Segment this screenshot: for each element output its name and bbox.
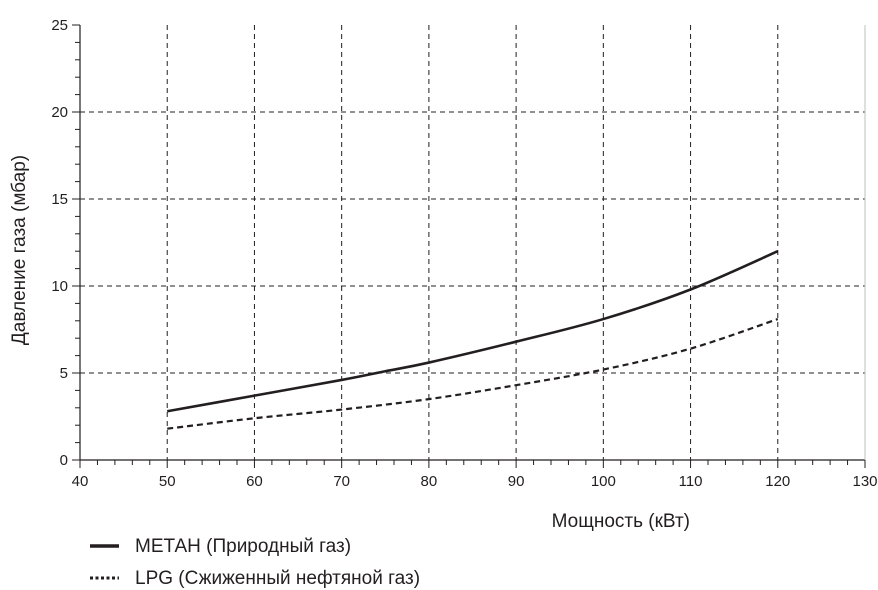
legend-label-methane: МЕТАН (Природный газ) — [135, 536, 351, 557]
x-tick-label: 120 — [765, 473, 790, 490]
y-tick-label: 25 — [51, 17, 68, 34]
x-tick-label: 130 — [852, 473, 877, 490]
series-line-methane — [166, 250, 779, 413]
x-tick-label: 50 — [159, 473, 176, 490]
y-axis-title: Давление газа (мбар) — [9, 155, 30, 345]
series-line-lpg — [167, 318, 779, 430]
x-tick-label: 70 — [333, 473, 350, 490]
x-tick-label: 110 — [679, 473, 703, 490]
grid-lines — [80, 25, 865, 460]
y-tick-label: 15 — [51, 191, 68, 208]
axes — [79, 25, 866, 461]
series-lines — [166, 250, 779, 430]
x-axis-title: Мощность (кВт) — [552, 511, 690, 532]
y-tick-label: 20 — [51, 104, 68, 121]
legend: МЕТАН (Природный газ) LPG (Сжиженный неф… — [90, 536, 420, 589]
y-tick-label: 10 — [51, 278, 68, 295]
y-tick-label: 5 — [60, 365, 68, 382]
legend-label-lpg: LPG (Сжиженный нефтяной газ) — [135, 568, 420, 589]
tick-marks — [72, 24, 866, 468]
tick-labels: 40 50 60 70 80 90 100 110 120 130 0 5 10 15 20 25 — [51, 17, 877, 490]
x-tick-label: 60 — [246, 473, 263, 490]
x-tick-label: 100 — [591, 473, 616, 490]
x-tick-label: 90 — [508, 473, 525, 490]
x-tick-label: 40 — [72, 473, 89, 490]
x-tick-label: 80 — [421, 473, 438, 490]
y-tick-label: 0 — [60, 452, 68, 469]
